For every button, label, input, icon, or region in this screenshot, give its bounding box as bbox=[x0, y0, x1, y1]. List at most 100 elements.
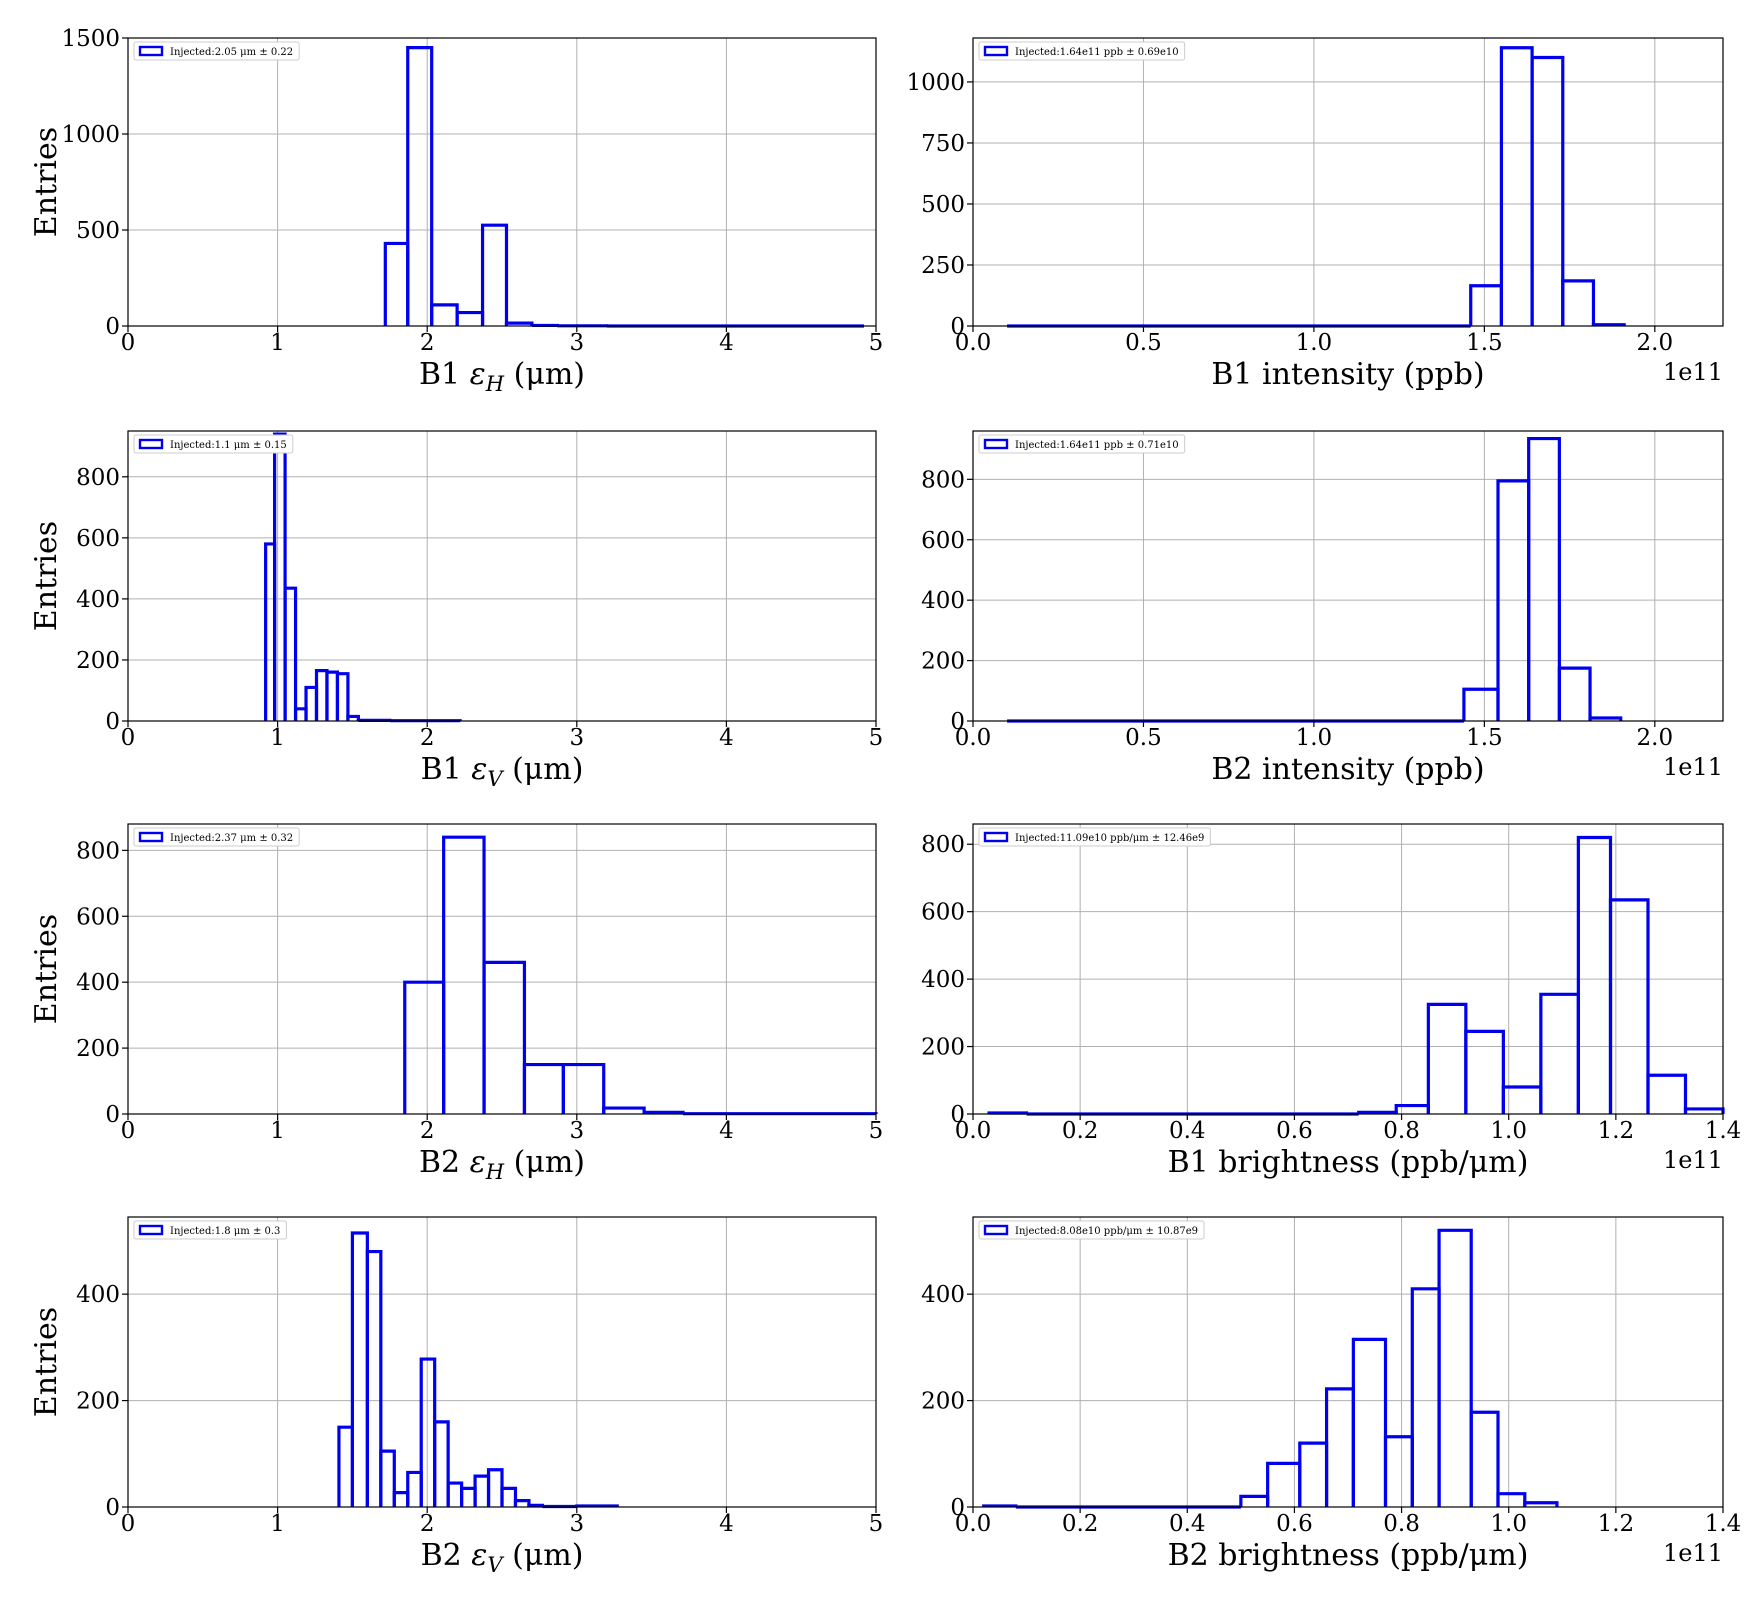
x-tick-label: 2 bbox=[420, 330, 435, 356]
legend-label: Injected:2.37 μm ± 0.32 bbox=[170, 833, 293, 844]
legend-swatch bbox=[138, 1224, 164, 1236]
histogram-bin bbox=[406, 46, 434, 326]
histogram-panel-8: 0.0 0.2 0.4 0.6 0.8 1.0 1.2 1.4 0 200 400 B2 bright… bbox=[921, 1216, 1742, 1573]
x-tick-label: 0.0 bbox=[955, 725, 992, 751]
histogram-bin bbox=[1496, 1492, 1527, 1507]
histogram-bin bbox=[365, 1249, 383, 1507]
x-tick-label: 1.4 bbox=[1705, 1511, 1742, 1537]
histogram-bin bbox=[419, 1357, 437, 1507]
x-tick-label: 0 bbox=[121, 1118, 136, 1144]
legend-swatch bbox=[138, 831, 164, 843]
histogram-bin bbox=[486, 1468, 504, 1507]
plot-frame bbox=[972, 1216, 1724, 1508]
histogram-bin bbox=[1426, 1002, 1468, 1114]
legend-box bbox=[133, 1220, 287, 1240]
y-tick-label: 750 bbox=[921, 131, 965, 157]
x-tick-label: 0.2 bbox=[1062, 1118, 1099, 1144]
legend-box bbox=[133, 41, 300, 61]
x-tick-label: 4 bbox=[719, 725, 734, 751]
histogram-bin bbox=[1464, 1029, 1505, 1114]
legend: Injected:1.64e11 ppb ± 0.69e10 bbox=[978, 41, 1186, 61]
histogram-panel-4: 0.0 0.5 1.0 1.5 2.0 0 200 400 600 800 B2 intensity… bbox=[921, 430, 1724, 787]
legend-label: Injected:2.05 μm ± 0.22 bbox=[170, 47, 293, 58]
plot-frame bbox=[127, 1216, 877, 1508]
x-tick-label: 0.6 bbox=[1276, 1118, 1313, 1144]
x-tick-label: 1.5 bbox=[1466, 725, 1503, 751]
legend-box bbox=[978, 827, 1211, 847]
histogram-bin bbox=[460, 1486, 477, 1507]
axis-offset-label: 1e11 bbox=[1663, 358, 1723, 386]
histogram-bin bbox=[561, 1062, 606, 1114]
legend-swatch bbox=[983, 831, 1009, 843]
histogram-bin bbox=[1410, 1287, 1441, 1507]
y-tick-label: 800 bbox=[921, 832, 965, 858]
y-tick-label: 400 bbox=[921, 967, 965, 993]
x-tick-label: 1.0 bbox=[1296, 330, 1333, 356]
x-tick-label: 3 bbox=[569, 725, 584, 751]
x-axis-label: B1 εV (μm) bbox=[421, 752, 584, 791]
x-tick-label: 2.0 bbox=[1637, 725, 1674, 751]
histogram-bin bbox=[1646, 1073, 1688, 1114]
x-tick-label: 0.8 bbox=[1383, 1118, 1420, 1144]
plot-frame bbox=[127, 430, 877, 722]
histogram-bin bbox=[1588, 716, 1623, 721]
histogram-bin bbox=[513, 1499, 531, 1507]
y-tick-label: 0 bbox=[950, 1102, 965, 1128]
legend-box bbox=[133, 827, 300, 847]
histogram-bin bbox=[337, 1425, 354, 1507]
histogram-bin bbox=[480, 223, 509, 326]
y-tick-label: 0 bbox=[105, 1102, 120, 1128]
x-tick-label: 0 bbox=[121, 1511, 136, 1537]
histogram-bin bbox=[1591, 323, 1626, 327]
legend-label: Injected:11.09e10 ppb/μm ± 12.46e9 bbox=[1015, 833, 1204, 844]
histogram-bin bbox=[1561, 279, 1596, 326]
y-tick-label: 0 bbox=[105, 1495, 120, 1521]
x-tick-label: 1.4 bbox=[1705, 1118, 1742, 1144]
histogram-bin bbox=[1383, 1435, 1414, 1507]
x-axis-label: B1 intensity (ppb) bbox=[1211, 357, 1484, 392]
y-tick-label: 800 bbox=[921, 467, 965, 493]
histogram-panel-6: 0.0 0.2 0.4 0.6 0.8 1.0 1.2 1.4 0 200 400 600 800 B1 … bbox=[921, 823, 1742, 1180]
plot-frame bbox=[972, 37, 1724, 327]
y-tick-label: 200 bbox=[76, 648, 120, 674]
legend: Injected:1.1 μm ± 0.15 bbox=[133, 434, 294, 454]
x-axis-label: B2 intensity (ppb) bbox=[1211, 752, 1484, 787]
x-axis-label: B2 εH (μm) bbox=[419, 1145, 585, 1184]
legend-box bbox=[978, 41, 1186, 61]
y-tick-label: 1000 bbox=[61, 122, 120, 148]
y-tick-label: 600 bbox=[921, 900, 965, 926]
legend-swatch bbox=[138, 438, 164, 450]
y-tick-label: 0 bbox=[105, 314, 120, 340]
histogram-bin bbox=[379, 1449, 396, 1507]
x-axis-label: B2 brightness (ppb/μm) bbox=[1168, 1538, 1529, 1573]
plot-frame bbox=[972, 430, 1724, 722]
x-tick-label: 1 bbox=[270, 725, 285, 751]
y-axis-label: Entries bbox=[29, 914, 64, 1024]
histogram-bin bbox=[350, 1231, 369, 1507]
x-tick-label: 1 bbox=[270, 1511, 285, 1537]
y-tick-label: 200 bbox=[921, 1035, 965, 1061]
histogram-bin bbox=[406, 1470, 423, 1507]
y-tick-label: 400 bbox=[76, 970, 120, 996]
histogram-bin bbox=[442, 835, 486, 1114]
histogram-bin bbox=[473, 1474, 491, 1507]
legend: Injected:1.8 μm ± 0.3 bbox=[133, 1220, 287, 1240]
histogram-bin bbox=[1523, 1501, 1559, 1507]
histogram-bin bbox=[1527, 436, 1561, 721]
histogram-bin bbox=[283, 586, 298, 721]
legend: Injected:11.09e10 ppb/μm ± 12.46e9 bbox=[978, 827, 1211, 847]
y-tick-label: 200 bbox=[921, 1389, 965, 1415]
legend: Injected:2.05 μm ± 0.22 bbox=[133, 41, 300, 61]
histogram-bin bbox=[1469, 284, 1504, 326]
y-tick-label: 800 bbox=[76, 465, 120, 491]
x-axis-label: B2 εV (μm) bbox=[421, 1538, 584, 1577]
y-tick-label: 600 bbox=[76, 904, 120, 930]
axis-offset-label: 1e11 bbox=[1663, 1539, 1723, 1567]
histogram-bin bbox=[1683, 1107, 1725, 1114]
y-tick-label: 400 bbox=[76, 1282, 120, 1308]
histogram-bin bbox=[1239, 1494, 1270, 1507]
y-tick-label: 0 bbox=[950, 1495, 965, 1521]
x-tick-label: 1.0 bbox=[1490, 1511, 1527, 1537]
histogram-bin bbox=[1462, 687, 1500, 721]
x-tick-label: 5 bbox=[869, 330, 884, 356]
